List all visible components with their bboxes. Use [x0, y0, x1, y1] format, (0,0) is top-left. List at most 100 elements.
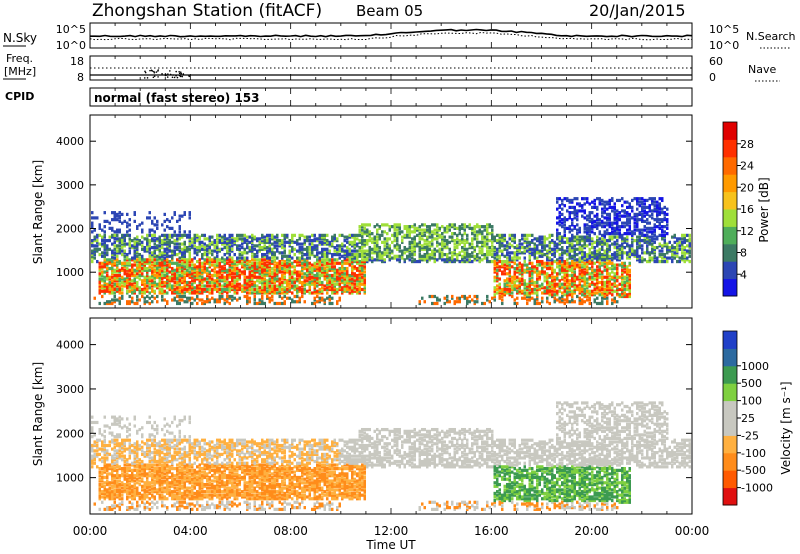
power-cell: [156, 223, 159, 227]
power-cell: [613, 296, 616, 300]
power-cell: [358, 233, 361, 237]
power-cell: [573, 247, 576, 251]
power-cell: [263, 263, 266, 267]
power-cell: [261, 300, 264, 304]
power-cell: [446, 225, 449, 229]
power-cell: [316, 251, 319, 255]
power-cell: [606, 268, 609, 272]
power-cell: [346, 258, 349, 262]
power-cell: [211, 273, 214, 278]
power-cell: [246, 275, 249, 279]
power-cell: [548, 233, 551, 237]
power-cell: [311, 251, 314, 255]
power-cell: [111, 252, 114, 257]
power-cell: [113, 240, 116, 244]
power-cell: [628, 205, 631, 210]
power-cell: [488, 252, 491, 257]
power-cell: [146, 300, 149, 304]
power-cell: [536, 270, 539, 274]
power-cell: [616, 268, 619, 272]
power-cell: [91, 216, 94, 220]
power-cell: [236, 270, 239, 274]
power-cell: [463, 242, 466, 246]
power-cell: [563, 279, 566, 283]
power-cell: [331, 266, 334, 271]
power-cell: [138, 273, 141, 278]
power-cell: [153, 291, 156, 295]
power-cell: [241, 252, 244, 257]
power-cell: [601, 225, 604, 229]
power-cell: [271, 272, 274, 276]
power-cell: [591, 280, 594, 285]
power-cell: [98, 226, 101, 230]
power-cell: [476, 233, 479, 237]
power-cell: [121, 261, 124, 265]
power-cell: [536, 251, 539, 255]
power-cell: [236, 244, 239, 248]
power-cell: [188, 270, 191, 274]
power-cell: [593, 245, 596, 250]
power-cell: [391, 240, 394, 244]
power-cell: [313, 254, 316, 258]
power-cell: [261, 286, 264, 290]
power-cell: [288, 279, 291, 283]
power-cell: [236, 258, 239, 262]
power-cell: [621, 242, 624, 246]
power-cell: [601, 272, 604, 276]
power-cell: [121, 268, 124, 272]
power-cell: [363, 256, 366, 260]
power-cell: [238, 237, 241, 241]
power-cell: [181, 233, 184, 237]
power-cell: [128, 272, 131, 276]
power-cell: [563, 251, 566, 255]
power-cell: [136, 282, 139, 286]
power-cell: [201, 275, 204, 279]
power-cell: [258, 268, 261, 272]
power-cell: [326, 270, 329, 274]
power-cell: [421, 258, 424, 262]
power-cell: [141, 268, 144, 272]
power-cell: [361, 242, 364, 246]
power-cell: [606, 223, 609, 227]
power-cell: [628, 282, 631, 286]
power-cell: [98, 280, 101, 285]
power-cell: [358, 228, 361, 232]
power-cell: [563, 240, 566, 244]
power-cell: [258, 280, 261, 285]
power-cell: [593, 219, 596, 223]
power-cell: [548, 289, 551, 293]
power-cell: [561, 294, 564, 299]
power-cell: [118, 230, 121, 234]
power-cell: [583, 287, 586, 292]
power-cell: [343, 280, 346, 285]
power-cell: [221, 256, 224, 260]
power-cell: [141, 273, 144, 278]
power-cell: [313, 247, 316, 251]
power-cell: [636, 247, 639, 251]
power-cell: [273, 301, 276, 306]
power-cell: [288, 286, 291, 290]
power-cell: [531, 247, 534, 251]
power-cell: [538, 237, 541, 241]
power-cell: [438, 254, 441, 258]
power-cell: [328, 266, 331, 271]
power-cell: [358, 268, 361, 272]
power-cell: [533, 265, 536, 269]
power-cell: [521, 279, 524, 283]
power-cell: [521, 245, 524, 250]
power-cell: [518, 247, 521, 251]
nave-dip-point: [188, 75, 191, 78]
power-cell: [303, 261, 306, 265]
power-cell: [598, 202, 601, 206]
power-cell: [563, 287, 566, 292]
power-cell: [576, 202, 579, 206]
power-cell: [473, 256, 476, 260]
power-cell: [573, 249, 576, 253]
power-cell: [271, 284, 274, 288]
power-cell: [126, 279, 129, 283]
power-cell: [148, 259, 151, 264]
power-cell: [611, 301, 614, 306]
power-cell: [183, 265, 186, 269]
power-cell: [578, 289, 581, 293]
power-cell: [351, 280, 354, 285]
